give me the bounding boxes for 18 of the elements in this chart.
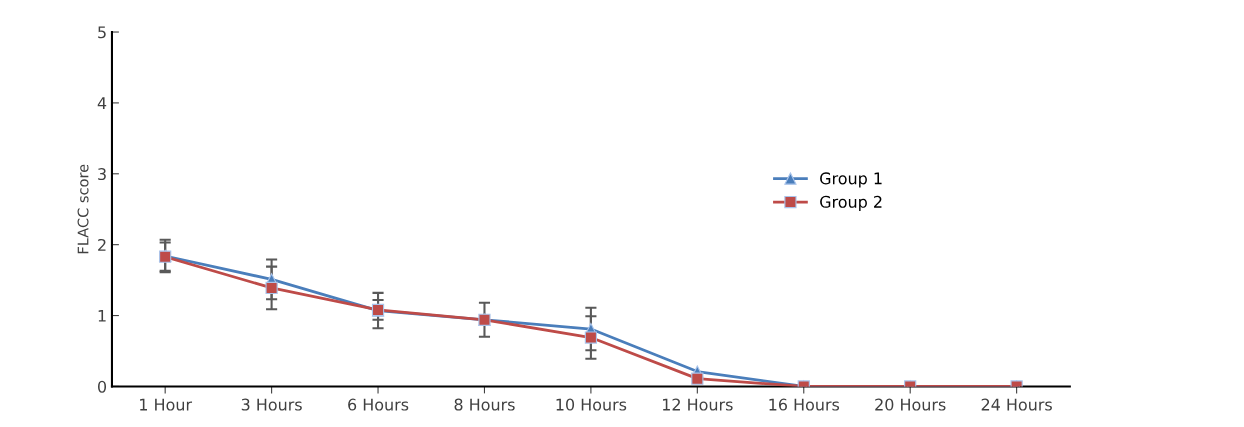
x-tick-label: 3 Hours [241,398,302,411]
y-tick-label: 1 [98,309,106,322]
legend-label: Group 1 [820,172,882,188]
legend-label: Group 2 [820,195,882,211]
x-tick-label: 12 Hours [662,398,733,411]
y-tick-label: 5 [98,26,106,39]
x-tick-label: 24 Hours [981,398,1052,411]
x-tick-label: 10 Hours [556,398,627,411]
x-tick-label: 20 Hours [875,398,946,411]
x-tick-label: 16 Hours [769,398,840,411]
y-tick-label: 0 [97,380,107,393]
y-axis-title: FLACC score [77,164,89,254]
x-tick-label: 6 Hours [348,398,409,411]
x-tick-label: 1 Hour [140,398,193,411]
y-tick-label: 2 [98,238,106,251]
y-tick-label: 4 [97,97,107,109]
x-tick-label: 8 Hours [454,398,515,411]
y-tick-label: 3 [98,168,106,181]
